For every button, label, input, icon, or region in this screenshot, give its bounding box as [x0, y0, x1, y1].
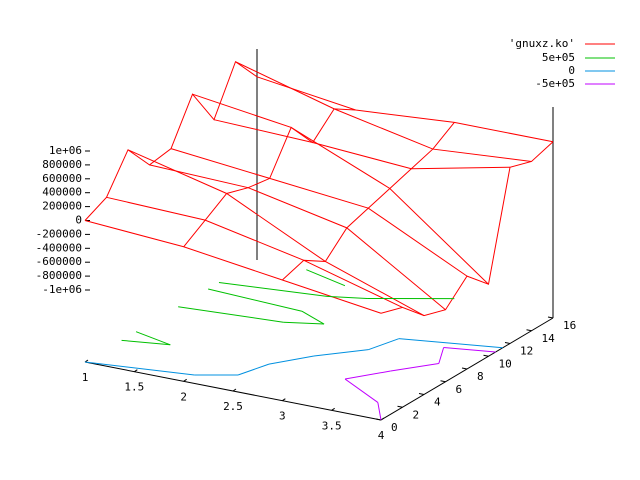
contour-line	[306, 269, 346, 287]
contour-line	[326, 295, 368, 300]
y-tick-label: 2	[413, 408, 420, 421]
x-tick-label: 4	[378, 429, 385, 442]
z-tick-label: -200000	[36, 227, 82, 240]
y-tick-label: 0	[391, 421, 398, 434]
z-tick-label: -400000	[36, 241, 82, 254]
contour-line	[208, 288, 303, 312]
contour-line	[268, 355, 315, 365]
x-tick-label: 3.5	[322, 419, 342, 432]
contour-line	[313, 349, 369, 357]
z-tick-label: -1e+06	[42, 283, 82, 296]
z-tick-label: 600000	[42, 172, 82, 185]
x-tick-label: 1	[82, 371, 89, 384]
y-tick	[526, 329, 532, 332]
contour-line	[398, 338, 503, 349]
y-tick-label: 14	[542, 332, 556, 345]
surface-line	[281, 122, 455, 281]
y-tick-label: 16	[563, 319, 576, 332]
surface-line	[127, 149, 425, 316]
y-tick-label: 12	[520, 345, 533, 358]
contour-line	[121, 339, 171, 346]
contour-line	[178, 306, 284, 323]
y-tick-label: 8	[477, 370, 484, 383]
z-tick-label: -800000	[36, 269, 82, 282]
x-tick-label: 2	[180, 390, 187, 403]
z-tick-label: 0	[75, 214, 82, 227]
surface-line	[183, 108, 356, 248]
x-tick	[331, 407, 335, 411]
legend-label: 'gnuxz.ko'	[509, 37, 575, 50]
z-tick-label: 400000	[42, 186, 82, 199]
surface-line	[235, 61, 532, 162]
y-tick	[504, 342, 511, 344]
x-tick	[282, 398, 286, 402]
contour-line	[301, 310, 325, 325]
surface-line	[149, 164, 446, 311]
contour-line	[237, 363, 270, 376]
y-tick-label: 4	[434, 396, 441, 409]
contour-line	[443, 346, 496, 353]
surface-line	[106, 196, 403, 308]
surface-line	[84, 220, 382, 314]
legend-label: 0	[568, 64, 575, 77]
contour-line	[368, 338, 399, 351]
surface-line	[213, 119, 511, 170]
x-tick-label: 2.5	[223, 400, 243, 413]
x-tick	[183, 378, 187, 382]
contour-line	[344, 378, 379, 403]
contour-line	[283, 321, 325, 325]
contour-line	[438, 347, 445, 364]
contour-line	[377, 402, 382, 421]
surface-line	[170, 148, 468, 277]
y-tick	[547, 316, 554, 319]
contour-line	[390, 362, 439, 372]
contour-line	[344, 370, 391, 380]
z-tick-label: -600000	[36, 255, 82, 268]
contour-line	[218, 282, 328, 297]
z-tick-label: 800000	[42, 158, 82, 171]
y-tick-label: 10	[499, 357, 512, 370]
x-tick-label: 3	[279, 410, 286, 423]
x-tick-label: 1.5	[124, 381, 144, 394]
contour-line	[84, 361, 195, 376]
x-tick	[134, 369, 138, 373]
x-tick	[380, 417, 385, 421]
surface-line	[192, 93, 489, 285]
legend-label: -5e+05	[535, 77, 575, 90]
y-tick-label: 6	[456, 383, 463, 396]
y-tick	[418, 393, 425, 395]
z-tick-label: 1e+06	[49, 144, 82, 157]
y-tick	[375, 418, 382, 421]
y-tick	[461, 367, 468, 370]
contour-line	[135, 331, 171, 346]
y-tick	[440, 380, 446, 383]
y-tick	[483, 354, 489, 357]
y-tick	[397, 405, 403, 408]
legend-label: 5e+05	[542, 51, 575, 64]
x-tick	[232, 388, 237, 392]
surface-line	[256, 76, 554, 143]
z-tick-label: 200000	[42, 200, 82, 213]
